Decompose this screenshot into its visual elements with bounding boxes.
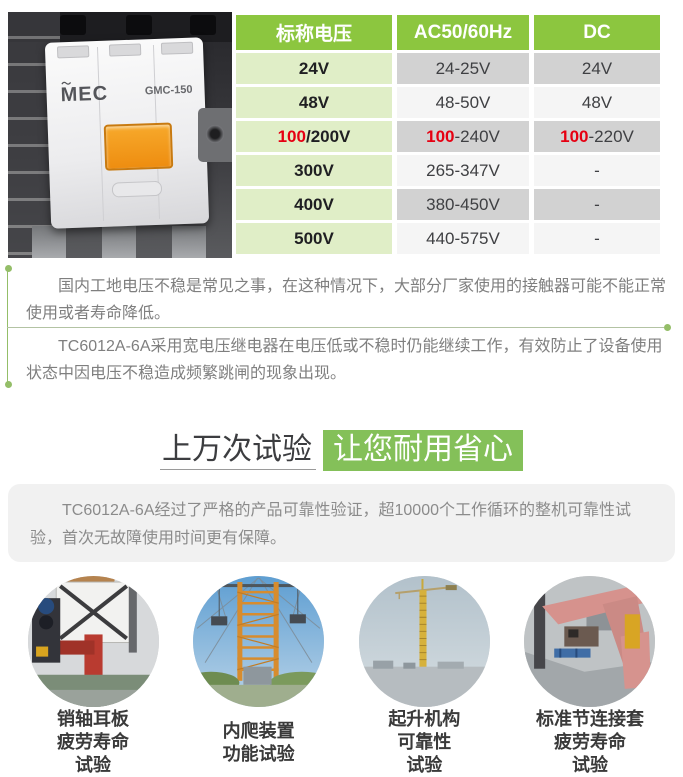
- body-terminal: [56, 45, 90, 59]
- voltage-table: 标称电压 AC50/60Hz DC 24V 24-25V 24V 48V 48-50V 48V 1…: [236, 15, 660, 254]
- bracket-screw-icon: [206, 125, 224, 143]
- table-cell: -: [534, 155, 660, 186]
- table-cell: 24-25V: [397, 53, 529, 84]
- terminal-lug-icon: [172, 226, 206, 258]
- mounting-bracket: [198, 108, 232, 162]
- test-photo-row: 销轴耳板疲劳寿命试验: [0, 576, 683, 776]
- vent-slot: [111, 180, 163, 198]
- table-cell: 100 -220V: [534, 121, 660, 152]
- heading-highlight-text: 让您耐用省心: [323, 430, 523, 471]
- accent-dot-top: [5, 265, 12, 272]
- table-cell: 48-50V: [397, 87, 529, 118]
- highlighted-value: 100: [426, 126, 455, 146]
- test-caption-line: 可靠性: [397, 732, 452, 752]
- table-cell: 300V: [236, 155, 392, 186]
- test-item: 销轴耳板疲劳寿命试验: [14, 576, 172, 776]
- model-label: GMC-150: [144, 83, 193, 98]
- test-caption-line: 疲劳寿命: [553, 732, 626, 752]
- accent-dot-bottom: [5, 381, 12, 388]
- table-cell: 48V: [236, 87, 392, 118]
- heading-plain-text: 上万次试验: [160, 433, 316, 470]
- table-cell: 100 -240V: [397, 121, 529, 152]
- test-item: 起升机构 可靠性 试验: [345, 576, 503, 776]
- test-caption: 内爬装置 功能试验: [223, 709, 295, 776]
- contactor-body: 〜 MEC GMC-150: [44, 37, 210, 229]
- pin-shaft-ear-plate-photo: [27, 576, 159, 707]
- table-cell: 500V: [236, 223, 392, 254]
- test-item: 标准节连接套 疲劳寿命试验: [511, 576, 669, 776]
- paragraph-divider-line: [7, 327, 664, 328]
- test-caption-line: 试验: [75, 755, 111, 775]
- table-header-cell: 标称电压: [236, 15, 392, 50]
- test-caption-line: 试验: [571, 755, 608, 775]
- reliability-paragraph: TC6012A-6A经过了严格的产品可靠性验证，超10000个工作循环的整机可靠…: [30, 502, 631, 547]
- table-cell: -: [534, 223, 660, 254]
- table-cell: 380-450V: [397, 189, 529, 220]
- table-cell: 24V: [236, 53, 392, 84]
- test-item: 内爬装置 功能试验: [180, 576, 338, 776]
- terminal-screw-icon: [126, 15, 152, 35]
- brand-logo-mark: 〜: [61, 78, 71, 91]
- table-cell: 265-347V: [397, 155, 529, 186]
- internal-climbing-device-photo: [193, 576, 325, 707]
- reliability-info-box: TC6012A-6A经过了严格的产品可靠性验证，超10000个工作循环的整机可靠…: [8, 484, 675, 562]
- test-caption-line: 功能试验: [222, 743, 295, 764]
- test-caption: 标准节连接套 疲劳寿命试验: [536, 709, 644, 776]
- terminal-screw-icon: [60, 15, 86, 35]
- section-heading: 上万次试验 让您耐用省心: [0, 424, 683, 471]
- body-seam: [96, 46, 105, 221]
- test-caption-line: 销轴耳板: [57, 709, 129, 729]
- test-caption-line: 疲劳寿命: [57, 732, 129, 752]
- body-terminal: [160, 41, 194, 55]
- test-caption-line: 标准节连接套: [535, 709, 644, 729]
- intro-paragraph-2: TC6012A-6A采用宽电压继电器在电压低或不稳时仍能继续工作，有效防止了设备…: [26, 338, 663, 382]
- hoisting-mechanism-photo: [358, 576, 490, 707]
- contactor-product-photo: 〜 MEC GMC-150: [8, 12, 232, 258]
- highlighted-value: 100: [277, 126, 306, 146]
- table-cell: 48V: [534, 87, 660, 118]
- table-cell: 440-575V: [397, 223, 529, 254]
- brand-logo: 〜 MEC: [60, 79, 108, 108]
- orange-button-icon: [103, 122, 174, 171]
- test-caption: 起升机构 可靠性 试验: [388, 709, 460, 776]
- highlighted-value: 100: [560, 126, 589, 146]
- test-caption: 销轴耳板疲劳寿命试验: [57, 709, 129, 776]
- terminal-screw-icon: [190, 15, 216, 35]
- table-header-cell: AC50/60Hz: [397, 15, 529, 50]
- test-caption-line: 试验: [406, 755, 443, 775]
- intro-paragraph-1: 国内工地电压不稳是常见之事，在这种情况下，大部分厂家使用的接触器可能不能正常使用…: [26, 278, 667, 322]
- test-caption-line: 起升机构: [388, 709, 461, 729]
- accent-dot-right: [664, 324, 671, 331]
- body-terminal: [108, 43, 142, 57]
- terminal-lug-icon: [32, 226, 66, 258]
- standard-section-sleeve-photo: [524, 576, 656, 707]
- table-cell: 24V: [534, 53, 660, 84]
- table-cell: 100/200V: [236, 121, 392, 152]
- table-header-cell: DC: [534, 15, 660, 50]
- terminal-lug-icon: [102, 226, 136, 258]
- table-cell: -: [534, 189, 660, 220]
- test-caption-line: 内爬装置: [222, 720, 295, 741]
- table-cell: 400V: [236, 189, 392, 220]
